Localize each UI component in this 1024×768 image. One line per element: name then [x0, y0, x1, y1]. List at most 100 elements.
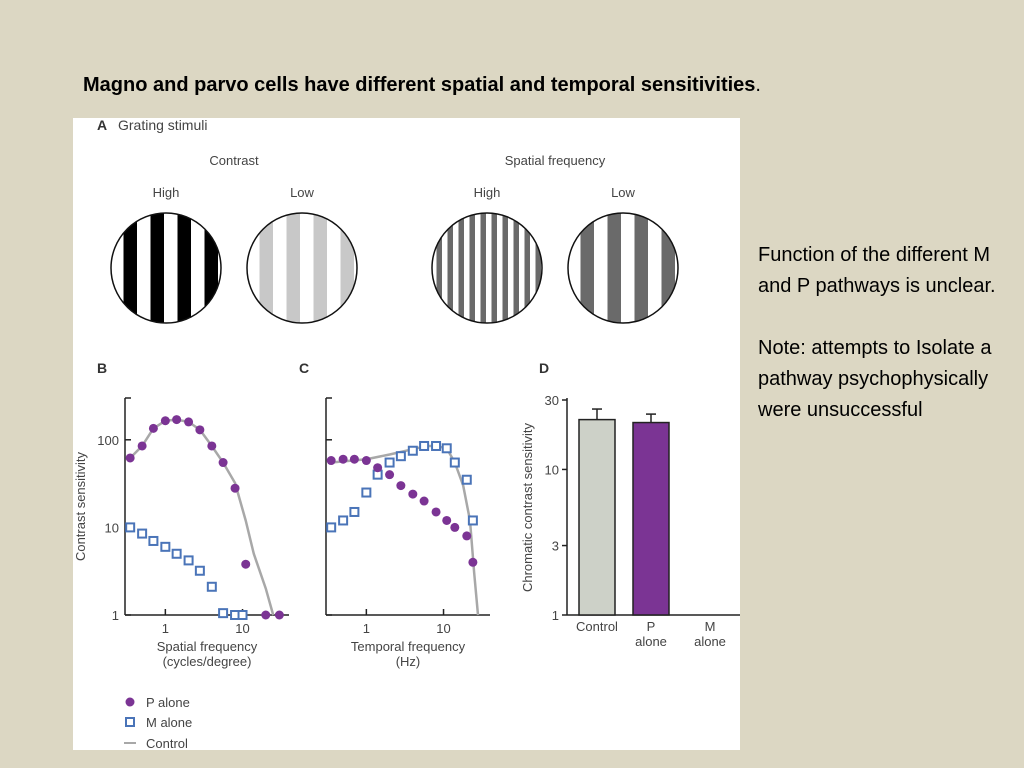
- p-alone-point: [326, 456, 336, 466]
- grating-stripe: [447, 213, 453, 323]
- m-alone-point: [326, 522, 337, 533]
- grating-stripe: [491, 213, 497, 323]
- chart-d-chromatic: 1 3 10 30 Chromatic contrast sensitivity Cont…: [520, 393, 740, 649]
- x-axis-label: Spatial frequency: [157, 639, 258, 654]
- m-alone-point: [419, 440, 430, 451]
- y-tick-label: 1: [112, 608, 119, 623]
- panel-c-letter: C: [299, 360, 309, 376]
- p-alone-point: [385, 470, 395, 480]
- grating-stripe: [607, 213, 621, 323]
- grating-stripe: [97, 212, 111, 324]
- y-axis-label: Contrast sensitivity: [73, 451, 88, 561]
- p-alone-point: [207, 441, 217, 451]
- m-alone-point: [361, 487, 372, 498]
- grating-stripe: [661, 213, 675, 323]
- m-alone-point: [237, 610, 248, 620]
- grating-stripe: [458, 213, 464, 323]
- category-label: alone: [694, 634, 726, 649]
- grating-stripe: [513, 213, 519, 323]
- x-tick-label: 10: [235, 621, 249, 636]
- legend-control-label: Control: [146, 736, 188, 750]
- figure-panel: A Grating stimuli Contrast Spatial frequ…: [73, 118, 740, 750]
- grating-stripe: [436, 213, 442, 323]
- category-label: M: [705, 619, 716, 634]
- x-tick-label: 10: [436, 621, 450, 636]
- y-axis-label: Chromatic contrast sensitivity: [520, 422, 535, 592]
- x-tick-label: 1: [363, 621, 370, 636]
- p-alone-point: [450, 522, 460, 532]
- grating-low-contrast: [247, 212, 382, 324]
- p-alone-point: [195, 425, 205, 435]
- m-alone-point: [148, 535, 159, 546]
- p-alone-point: [261, 610, 271, 620]
- p-alone-point: [160, 416, 170, 426]
- m-alone-point: [183, 555, 194, 566]
- side-notes: Function of the different M and P pathwa…: [758, 240, 1020, 426]
- y-tick-label: 30: [545, 393, 559, 408]
- p-alone-point: [137, 441, 147, 451]
- grating-stripe: [689, 212, 703, 324]
- grating-stripe: [204, 213, 218, 323]
- p-alone-point: [338, 454, 348, 464]
- m-alone-point: [125, 522, 136, 533]
- p-alone-point: [396, 481, 406, 491]
- grating-label-high-contrast: High: [153, 185, 180, 200]
- control-line: [129, 418, 275, 616]
- bar-control: [578, 418, 616, 616]
- panel-a-title: Grating stimuli: [118, 118, 207, 133]
- grating-high-frequency: [426, 212, 553, 324]
- grating-stripe: [123, 213, 137, 323]
- control-line: [331, 444, 480, 616]
- m-alone-point: [349, 506, 360, 517]
- m-alone-point: [395, 451, 406, 462]
- contrast-heading: Contrast: [209, 153, 259, 168]
- p-alone-point: [431, 507, 441, 517]
- m-alone-point: [449, 457, 460, 468]
- p-alone-point: [184, 417, 194, 427]
- grating-low-frequency: [554, 212, 703, 324]
- p-alone-point: [442, 515, 452, 525]
- grating-stripe: [502, 213, 508, 323]
- category-label: Control: [576, 619, 618, 634]
- grating-stripe: [340, 213, 354, 323]
- note-function: Function of the different M and P pathwa…: [758, 244, 996, 297]
- note-attempts: Note: attempts to Isolate a pathway psyc…: [758, 337, 992, 421]
- grating-stripe: [426, 212, 432, 324]
- m-alone-point: [171, 548, 182, 559]
- bar-p-alone: [632, 421, 670, 616]
- grating-stripe: [368, 212, 382, 324]
- p-alone-point: [408, 489, 418, 499]
- grating-label-low-frequency: Low: [611, 185, 635, 200]
- grating-stripe: [259, 213, 273, 323]
- m-alone-point: [431, 440, 442, 451]
- legend-p-alone-label: P alone: [146, 695, 190, 710]
- grating-stripe: [554, 212, 568, 324]
- legend-m-alone-label: M alone: [146, 715, 192, 730]
- p-alone-point: [468, 557, 478, 567]
- grating-stripe: [313, 213, 327, 323]
- p-alone-point: [373, 463, 383, 473]
- y-tick-label: 10: [545, 462, 559, 477]
- x-axis-label-units: (Hz): [396, 654, 421, 669]
- m-alone-point: [384, 457, 395, 468]
- grating-stripe: [177, 213, 191, 323]
- m-alone-point: [467, 515, 478, 526]
- grating-stripe: [469, 213, 475, 323]
- m-alone-point: [137, 528, 148, 539]
- legend-m-alone-marker: [125, 717, 135, 727]
- p-alone-point: [125, 453, 135, 463]
- x-axis-label-units: (cycles/degree): [163, 654, 252, 669]
- grating-high-contrast: [97, 212, 221, 324]
- grating-stripe: [480, 213, 486, 323]
- x-tick-label: 1: [162, 621, 169, 636]
- figure-svg: A Grating stimuli Contrast Spatial frequ…: [73, 118, 740, 750]
- grating-stripe: [547, 212, 553, 324]
- grating-stripe: [150, 213, 164, 323]
- chart-c-temporal: 1 10 Temporal frequency(Hz): [325, 397, 490, 669]
- panel-b-letter: B: [97, 360, 107, 376]
- y-tick-label: 3: [552, 539, 559, 554]
- x-axis-label: Temporal frequency: [351, 639, 466, 654]
- m-alone-point: [461, 474, 472, 485]
- m-alone-point: [338, 515, 349, 526]
- m-alone-point: [194, 565, 205, 576]
